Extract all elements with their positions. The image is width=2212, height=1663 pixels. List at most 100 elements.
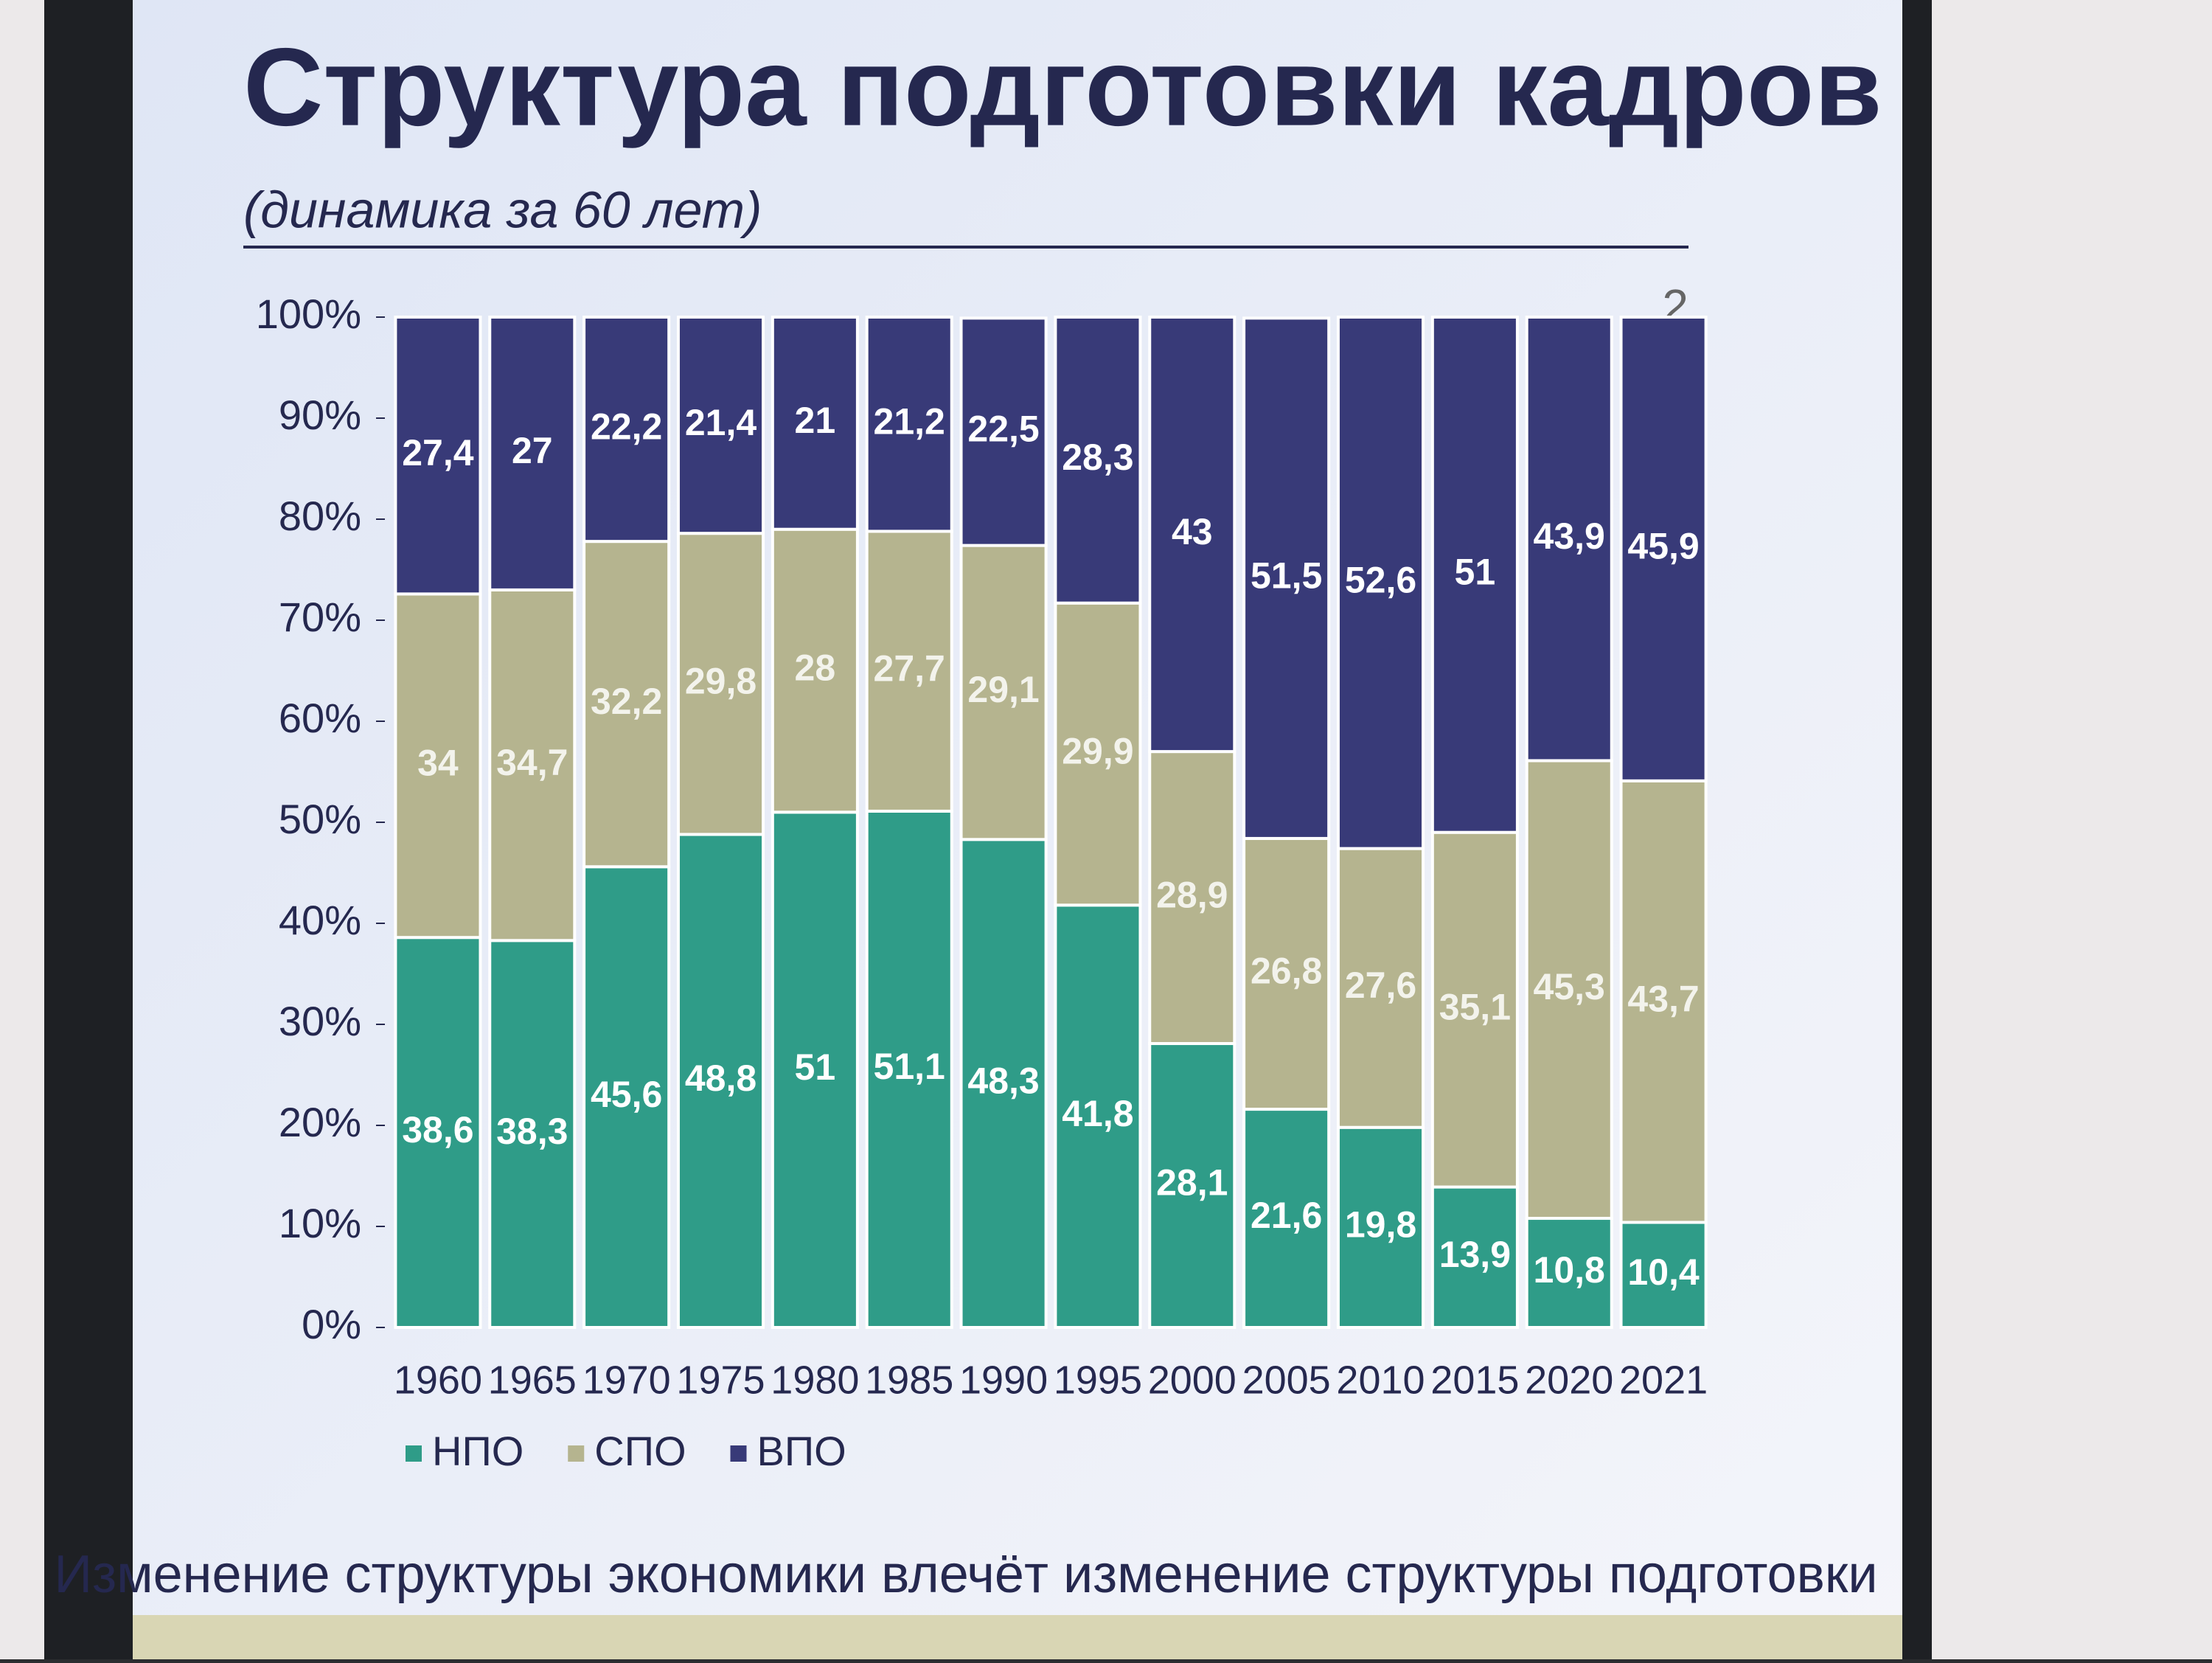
value-label: 51 xyxy=(795,1046,836,1088)
value-label: 48,3 xyxy=(967,1060,1039,1101)
slide-bottom-band xyxy=(133,1615,1902,1659)
value-label: 34,7 xyxy=(496,742,568,783)
value-label: 27 xyxy=(512,430,553,471)
value-label: 43 xyxy=(1172,511,1213,552)
value-label: 27,4 xyxy=(402,432,474,473)
value-label: 21 xyxy=(795,400,836,441)
bar-segment xyxy=(959,316,1048,547)
value-label: 21,2 xyxy=(874,400,945,442)
y-tick-label: 30% xyxy=(279,998,361,1044)
y-tick-label: 50% xyxy=(279,796,361,842)
bar-segment xyxy=(676,833,765,1329)
bar-segment xyxy=(1148,750,1237,1046)
x-tick-label: 1965 xyxy=(488,1358,577,1402)
x-tick-label: 1975 xyxy=(676,1358,765,1402)
value-label: 52,6 xyxy=(1345,560,1416,601)
x-tick-label: 2000 xyxy=(1148,1358,1237,1402)
bar-segment xyxy=(676,316,765,535)
value-label: 35,1 xyxy=(1439,986,1511,1027)
y-tick-label: 20% xyxy=(279,1099,361,1145)
bar-segment xyxy=(1242,1108,1331,1329)
y-tick-label: 10% xyxy=(279,1200,361,1246)
y-tick-label: 100% xyxy=(256,291,361,337)
bar-segment xyxy=(1336,847,1425,1129)
x-tick-label: 1960 xyxy=(394,1358,482,1402)
value-label: 38,3 xyxy=(496,1111,568,1152)
bar-segment xyxy=(1242,316,1331,840)
bar-segment xyxy=(1619,316,1708,782)
value-label: 48,8 xyxy=(685,1058,757,1099)
y-tick-label: 60% xyxy=(279,695,361,741)
bar-segment xyxy=(771,810,859,1330)
legend-swatch xyxy=(568,1445,585,1462)
bar-segment xyxy=(394,316,482,596)
bar-segment xyxy=(582,540,671,869)
x-tick-label: 1980 xyxy=(771,1358,859,1402)
legend-label: СПО xyxy=(594,1428,686,1474)
x-tick-label: 1985 xyxy=(865,1358,953,1402)
bar-segment xyxy=(488,316,577,591)
x-tick-label: 2010 xyxy=(1336,1358,1425,1402)
x-tick-label: 2015 xyxy=(1430,1358,1519,1402)
value-label: 10,4 xyxy=(1627,1251,1700,1293)
bar-segment xyxy=(959,544,1048,841)
footer: Изменение структуры экономики влечёт изм… xyxy=(54,1545,1877,1604)
bar-segment xyxy=(1148,316,1237,754)
x-tick-label: 1995 xyxy=(1054,1358,1142,1402)
value-label: 29,8 xyxy=(685,661,757,702)
x-tick-label: 2021 xyxy=(1619,1358,1708,1402)
bar-segment xyxy=(959,838,1048,1330)
value-label: 21,4 xyxy=(685,402,757,443)
legend-label: ВПО xyxy=(757,1428,846,1474)
value-label: 29,1 xyxy=(967,669,1039,710)
bar-segment xyxy=(865,809,953,1330)
value-label: 45,3 xyxy=(1534,966,1605,1007)
y-tick-label: 0% xyxy=(302,1301,361,1347)
value-label: 28,3 xyxy=(1062,437,1133,478)
subtitle: (динамика за 60 лет) xyxy=(243,181,762,238)
x-tick-label: 2020 xyxy=(1525,1358,1613,1402)
bar-segment xyxy=(1054,316,1142,605)
value-label: 22,5 xyxy=(967,409,1039,450)
bar-segment xyxy=(582,316,671,544)
bar-segment xyxy=(1148,1042,1237,1330)
value-label: 38,6 xyxy=(402,1109,473,1150)
bar-segment xyxy=(394,936,482,1330)
value-label: 19,8 xyxy=(1345,1204,1416,1246)
value-label: 27,7 xyxy=(874,648,945,689)
value-label: 28,9 xyxy=(1156,874,1228,915)
bar-segment xyxy=(1336,316,1425,850)
bar-segment xyxy=(771,316,859,531)
value-label: 43,7 xyxy=(1627,978,1699,1019)
y-tick-label: 80% xyxy=(279,493,361,539)
bar-segment xyxy=(1430,316,1519,834)
bar-segment xyxy=(1525,759,1613,1221)
bar-segment xyxy=(394,592,482,940)
value-label: 51,1 xyxy=(874,1046,945,1087)
value-label: 51,5 xyxy=(1251,555,1322,596)
value-label: 27,6 xyxy=(1345,965,1416,1006)
bar-segment xyxy=(1336,1125,1425,1329)
legend-swatch xyxy=(730,1445,747,1462)
bar-segment xyxy=(865,530,953,813)
value-label: 10,8 xyxy=(1534,1249,1605,1291)
x-tick-label: 1990 xyxy=(959,1358,1048,1402)
bar-segment xyxy=(1242,836,1331,1111)
value-label: 13,9 xyxy=(1439,1234,1511,1275)
bar-segment xyxy=(1619,779,1708,1224)
bar-segment xyxy=(1525,316,1613,763)
x-tick-label: 1970 xyxy=(582,1358,671,1402)
bar-segment xyxy=(865,316,953,533)
bar-segment xyxy=(1525,1217,1613,1330)
title: Структура подготовки кадров xyxy=(243,25,1882,149)
value-label: 43,9 xyxy=(1534,515,1605,557)
value-label: 26,8 xyxy=(1251,951,1322,992)
y-tick-label: 70% xyxy=(279,594,361,640)
value-label: 22,2 xyxy=(591,406,662,447)
value-label: 45,9 xyxy=(1627,526,1699,567)
x-tick-label: 2005 xyxy=(1242,1358,1331,1402)
value-label: 51 xyxy=(1455,552,1496,593)
value-label: 29,9 xyxy=(1062,731,1133,772)
bar-segment xyxy=(1430,830,1519,1189)
